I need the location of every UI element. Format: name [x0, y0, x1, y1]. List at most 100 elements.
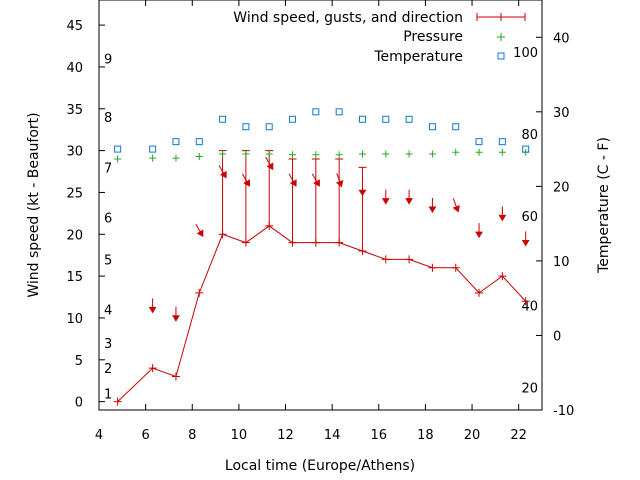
pressure-point: [242, 150, 250, 158]
temperature-point: [358, 115, 366, 123]
temperature-point: [265, 123, 273, 131]
beaufort-label: 5: [104, 253, 112, 268]
beaufort-label: 4: [104, 304, 112, 319]
y2-axis-label: Temperature (C - F): [596, 137, 612, 274]
y-tick-label: 0: [75, 396, 83, 411]
temperature-point: [382, 115, 390, 123]
beaufort-label: 2: [104, 362, 112, 377]
wind-direction-arrow: [148, 298, 157, 314]
temperature-point: [242, 123, 250, 131]
temperature-point: [312, 108, 320, 116]
wind-direction-arrow: [311, 173, 320, 187]
y-tick-label: 10: [66, 312, 83, 327]
y2-tick-label: 20: [553, 180, 570, 195]
legend-label-pressure: Pressure: [403, 29, 463, 45]
pressure-point: [335, 151, 343, 159]
pressure-point: [475, 148, 483, 156]
wind-direction-arrow: [288, 173, 297, 187]
axis-ticks: [98, 0, 542, 411]
y2-tick-label: 0: [553, 329, 561, 344]
pressure-point: [405, 150, 413, 158]
wind-speed-point: [171, 372, 180, 381]
legend: Wind speed, gusts, and direction Pressur…: [233, 10, 526, 65]
pressure-point: [358, 150, 366, 158]
temperature-point: [475, 138, 483, 146]
y2-tick-labels: -10 0 10 20 30 40: [553, 31, 574, 419]
wind-direction-arrow: [218, 165, 227, 179]
x-tick-label: 18: [417, 428, 434, 443]
wind-direction-arrow: [172, 306, 180, 322]
temperature-point: [172, 138, 180, 146]
pressure-point: [114, 155, 122, 163]
temperature-point: [219, 115, 227, 123]
beaufort-label: 9: [104, 53, 112, 68]
temperature-point: [452, 123, 460, 131]
wind-speed-point: [381, 255, 390, 264]
temperature-point: [498, 138, 506, 146]
legend-key-wind: [476, 13, 526, 21]
temperature-point: [522, 145, 530, 153]
x-tick-labels: 4 6 8 10 12 14 16 18 20 22: [95, 428, 527, 443]
x-tick-label: 12: [277, 428, 294, 443]
pressure-point: [265, 150, 273, 158]
pressure-point: [312, 151, 320, 159]
fahrenheit-label: 60: [521, 210, 538, 225]
wind-direction-arrow: [405, 189, 413, 205]
wind-direction-arrow: [521, 231, 530, 247]
wind-direction-arrow: [452, 198, 460, 213]
legend-key-pressure: [497, 33, 505, 41]
wind-direction-arrow: [195, 223, 204, 238]
wind-speed-line: [117, 225, 527, 402]
temperature-point: [335, 108, 343, 116]
wind-speed-point: [451, 263, 460, 272]
wind-direction-arrow: [381, 189, 390, 205]
wind-speed-point: [428, 263, 437, 272]
x-tick-label: 14: [324, 428, 341, 443]
legend-label-wind: Wind speed, gusts, and direction: [233, 10, 463, 26]
y2-tick-label: -10: [553, 404, 574, 419]
temperature-point: [195, 138, 203, 146]
fahrenheit-label: 20: [521, 382, 538, 397]
y-tick-label: 40: [66, 61, 83, 76]
legend-label-temperature: Temperature: [373, 49, 463, 65]
fahrenheit-label: 40: [521, 300, 538, 315]
wind-direction-arrow: [475, 223, 483, 239]
x-tick-label: 22: [510, 428, 527, 443]
pressure-point: [219, 150, 227, 158]
y-axis-label: Wind speed (kt - Beaufort): [26, 112, 42, 297]
wind-speed-point: [195, 288, 204, 297]
pressure-point: [428, 150, 436, 158]
temperature-point: [428, 123, 436, 131]
beaufort-labels: 1 2 3 4 5 6 7 8 9: [104, 53, 112, 403]
beaufort-label: 1: [104, 387, 112, 402]
beaufort-label: 3: [104, 337, 112, 352]
temperature-point: [114, 145, 122, 153]
wind-speed-point: [498, 272, 507, 281]
wind-speed-point: [113, 397, 122, 406]
wind-direction-arrow: [241, 173, 251, 187]
y2-tick-label: 10: [553, 255, 570, 270]
x-tick-label: 4: [95, 428, 103, 443]
y-tick-label: 25: [66, 186, 83, 201]
pressure-point: [149, 154, 157, 162]
pressure-point: [172, 154, 180, 162]
series-layer: [113, 108, 530, 406]
temperature-point: [405, 115, 413, 123]
fahrenheit-labels: 20 40 60 80 100: [513, 46, 538, 396]
y2-tick-label: 40: [553, 31, 570, 46]
fahrenheit-label: 100: [513, 46, 538, 61]
temperature-point: [149, 145, 157, 153]
wind-speed-point: [405, 255, 414, 264]
wind-direction-arrow: [358, 181, 367, 197]
y2-tick-label: 30: [553, 106, 570, 121]
pressure-point: [452, 148, 460, 156]
pressure-point: [382, 150, 390, 158]
y-tick-labels: 0 5 10 15 20 25 30 35 40 45: [66, 19, 83, 411]
wind-speed-point: [521, 297, 530, 306]
wind-direction-arrow: [428, 198, 437, 213]
x-axis-label: Local time (Europe/Athens): [225, 458, 415, 474]
temperature-point: [289, 115, 297, 123]
x-tick-label: 6: [141, 428, 149, 443]
y-tick-label: 5: [75, 354, 83, 369]
